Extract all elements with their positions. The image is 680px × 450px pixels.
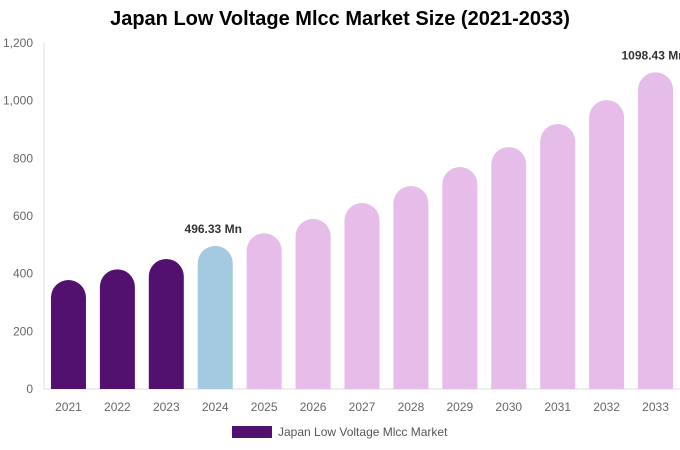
x-tick-label: 2023 [153, 400, 180, 414]
x-tick-label: 2033 [642, 400, 669, 414]
data-label: 1098.43 Mn [622, 48, 680, 62]
x-tick-label: 2021 [55, 400, 82, 414]
bar-2032 [589, 100, 625, 389]
x-tick-label: 2030 [495, 400, 522, 414]
x-tick-label: 2029 [446, 400, 473, 414]
bar-2024 [197, 245, 233, 389]
chart-title: Japan Low Voltage Mlcc Market Size (2021… [110, 8, 570, 30]
x-tick-label: 2028 [398, 400, 425, 414]
x-tick-label: 2032 [593, 400, 620, 414]
y-tick-label: 1,200 [3, 36, 33, 50]
bar-2031 [540, 124, 576, 389]
x-tick-label: 2026 [300, 400, 327, 414]
bar-2022 [99, 269, 135, 389]
legend-label: Japan Low Voltage Mlcc Market [278, 425, 448, 439]
bar-2033 [638, 72, 674, 390]
bar-2021 [50, 280, 86, 389]
x-tick-label: 2025 [251, 400, 278, 414]
bar-2030 [491, 147, 527, 389]
legend: Japan Low Voltage Mlcc Market [232, 425, 447, 439]
x-tick-label: 2022 [104, 400, 131, 414]
y-tick-label: 400 [13, 267, 33, 281]
y-tick-label: 1,000 [3, 94, 33, 108]
y-tick-label: 200 [13, 324, 33, 338]
bar-2025 [246, 233, 282, 389]
bar-2023 [148, 258, 184, 389]
legend-swatch [232, 426, 272, 438]
bar-2027 [344, 203, 380, 389]
bar-2026 [295, 218, 331, 389]
bar-2028 [393, 186, 429, 389]
data-label: 496.33 Mn [185, 222, 242, 236]
y-tick-label: 800 [13, 151, 33, 165]
x-tick-label: 2027 [349, 400, 376, 414]
y-tick-label: 0 [26, 382, 33, 396]
bar-2029 [442, 166, 478, 389]
x-tick-label: 2031 [544, 400, 571, 414]
y-tick-label: 600 [13, 209, 33, 223]
x-tick-label: 2024 [202, 400, 229, 414]
